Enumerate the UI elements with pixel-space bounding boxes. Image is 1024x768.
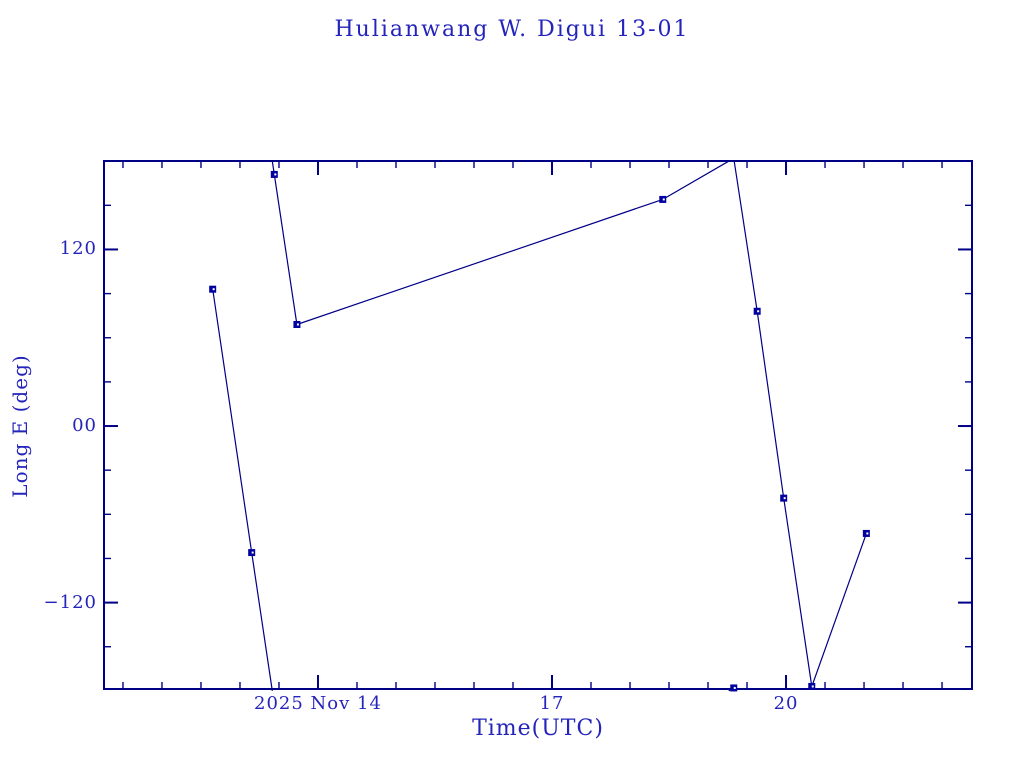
x-tick-label: 2025 Nov 14 — [254, 693, 382, 714]
data-point-marker-center — [733, 686, 736, 689]
data-point-marker-center — [662, 198, 665, 201]
x-tick-label: 17 — [539, 693, 565, 714]
data-point-marker-center — [296, 323, 299, 326]
longitude-line — [212, 160, 867, 692]
plot-area — [103, 160, 973, 692]
data-point-marker-center — [783, 497, 786, 500]
y-tick-label: −120 — [43, 591, 97, 613]
data-point-marker-center — [251, 551, 254, 554]
x-axis-label: Time(UTC) — [472, 716, 604, 741]
y-tick-label: 120 — [59, 238, 97, 260]
y-axis-label: Long E (deg) — [8, 354, 32, 498]
data-point-marker-center — [866, 532, 869, 535]
plot-frame — [103, 160, 973, 690]
data-point-marker-center — [757, 310, 760, 313]
x-tick-label: 20 — [773, 693, 799, 714]
y-tick-label: 00 — [72, 415, 97, 437]
data-point-marker-center — [811, 685, 814, 688]
data-point-marker-center — [212, 288, 215, 291]
data-point-marker-center — [274, 173, 277, 176]
chart-title: Hulianwang W. Digui 13-01 — [334, 17, 690, 42]
